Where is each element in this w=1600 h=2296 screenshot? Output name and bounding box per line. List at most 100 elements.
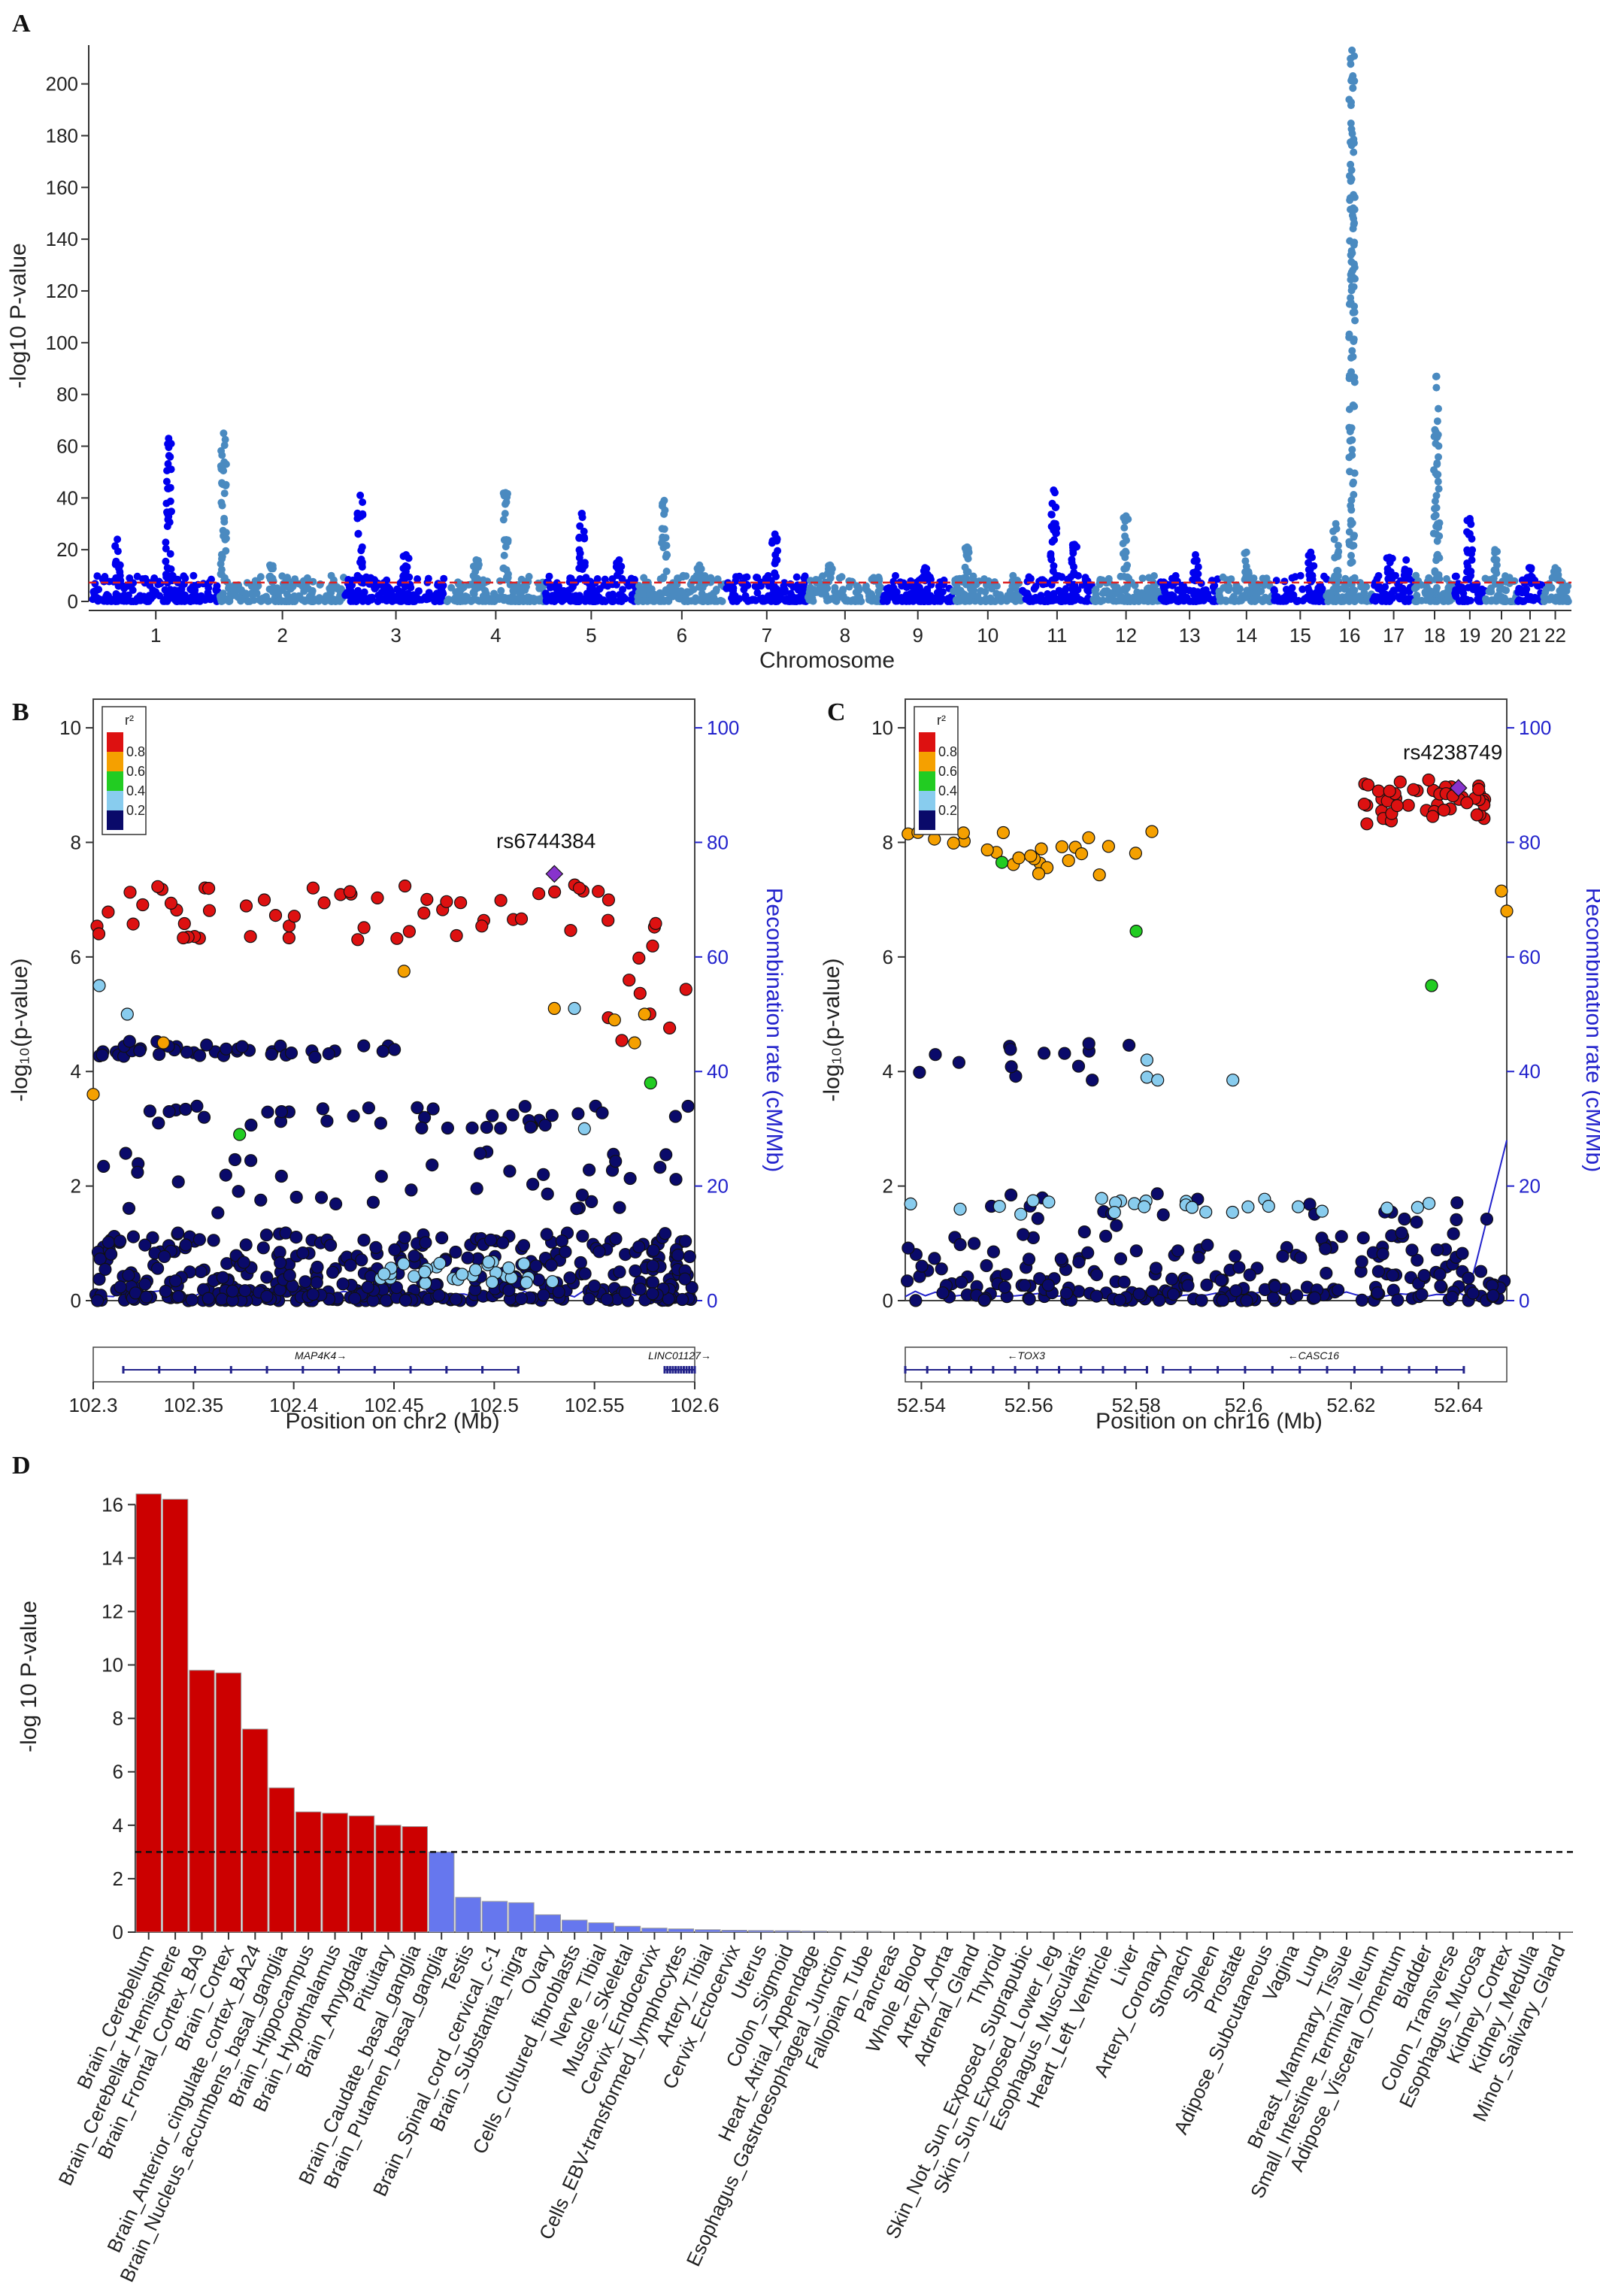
manhattan-point [1386,568,1395,576]
gene-exon [1353,1366,1356,1374]
manhattan-point [1548,574,1556,582]
lead-snp-marker [545,865,564,883]
manhattan-point [1452,572,1460,580]
manhattan-point [576,522,584,530]
manhattan-point [1345,423,1353,432]
manhattan-x-tick-label: 7 [762,624,772,647]
ld-legend-swatch [107,771,123,791]
snp-point [1460,796,1474,810]
snp-point [1005,1060,1018,1074]
regional-x-tick-label: 52.54 [897,1394,946,1416]
snp-point [162,1104,176,1119]
manhattan-point [773,556,781,564]
manhattan-point [180,580,188,588]
gene-exon [1271,1366,1274,1374]
manhattan-point [219,589,227,598]
snp-point [1102,840,1116,853]
snp-point [97,1159,111,1174]
snp-point [1480,1212,1494,1226]
snp-point [1462,1271,1475,1285]
manhattan-peak-point [826,561,834,569]
snp-point [257,893,271,907]
manhattan-point [129,598,138,605]
manhattan-point [253,589,261,598]
snp-point [1081,1246,1095,1260]
manhattan-peak-point [1432,372,1441,380]
snp-point [1426,810,1440,823]
manhattan-point [868,591,876,599]
manhattan-point [1435,404,1442,413]
snp-point [902,1241,915,1255]
snp-point [1232,1261,1246,1274]
manhattan-point [1053,529,1060,538]
manhattan-point [286,585,295,593]
manhattan-point [575,592,583,600]
manhattan-point [1304,584,1312,592]
manhattan-point [1468,556,1476,564]
recomb-y-tick-label: 0 [707,1289,717,1312]
manhattan-peak-point [1307,548,1315,556]
manhattan-point [1423,583,1431,592]
ld-legend-label: 0.4 [938,783,957,798]
bar [429,1851,455,1933]
manhattan-point [964,597,972,605]
manhattan-point [1047,510,1056,519]
snp-point [1108,1205,1121,1219]
regional-x-tick-label: 102.5 [470,1394,519,1416]
manhattan-point [500,551,508,559]
manhattan-point [1351,317,1359,325]
snp-point [547,885,562,899]
manhattan-point [1346,237,1354,245]
manhattan-point [372,583,380,591]
manhattan-point [1081,574,1089,582]
manhattan-point [1293,597,1302,605]
snp-point [632,951,646,965]
manhattan-point [225,598,233,605]
snp-point [1026,1194,1040,1207]
manhattan-point [1559,596,1568,604]
manhattan-point [423,595,431,604]
manhattan-point [965,582,974,590]
manhattan-peak-point [771,530,779,538]
snp-point [1320,1266,1333,1280]
snp-point [1355,1255,1368,1268]
manhattan-point [565,578,574,586]
manhattan-point [1050,519,1058,528]
gene-exon [663,1366,666,1374]
manhattan-point [1360,589,1368,597]
snp-point [289,1190,303,1204]
gene-exon [1145,1366,1148,1374]
snp-point [95,1048,109,1062]
manhattan-point [1474,597,1483,605]
manhattan-point [964,568,972,576]
bar [774,1930,801,1933]
snp-point [475,919,489,933]
manhattan-y-axis-title: -log10 P-value [6,243,31,388]
snp-point [1495,884,1508,898]
manhattan-point [517,575,526,583]
snp-point [287,910,301,923]
snp-point [317,896,331,910]
bar-y-tick-label: 2 [113,1867,123,1890]
snp-point [152,1116,165,1130]
manhattan-point [1350,335,1358,344]
manhattan-point [1348,129,1356,138]
manhattan-point [414,575,422,583]
snp-point [1294,1251,1308,1265]
snp-point [1291,1200,1305,1213]
manhattan-point [283,590,291,598]
manhattan-point [1433,417,1441,426]
recomb-y-tick-label: 100 [1519,716,1551,739]
manhattan-point [835,574,844,582]
manhattan-point [889,577,898,586]
snp-point [1132,1287,1146,1301]
snp-point [226,1284,239,1298]
snp-point [1361,778,1375,792]
manhattan-point [265,597,273,605]
bar [987,1931,1014,1933]
manhattan-point [593,575,602,583]
manhattan-point [1202,586,1210,594]
snp-point [482,1255,495,1269]
bar [189,1670,215,1933]
chromosome-13-points [1156,551,1223,605]
